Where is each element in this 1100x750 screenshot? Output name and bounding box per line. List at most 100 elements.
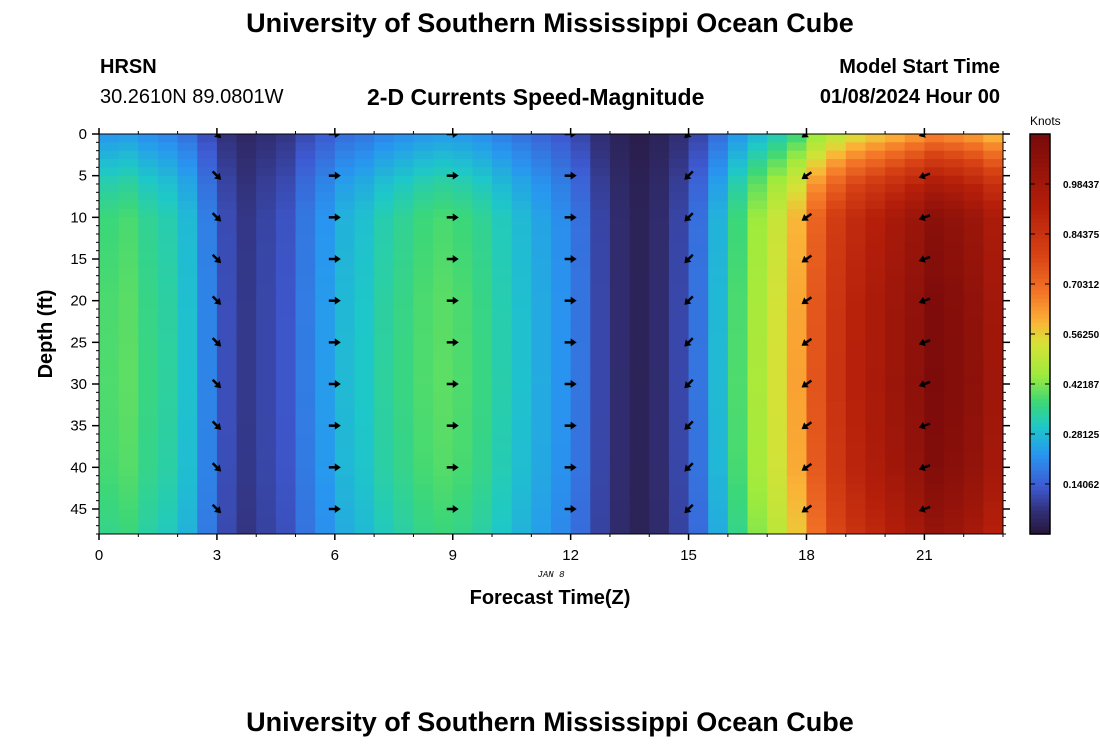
heatmap-cell bbox=[295, 475, 316, 485]
heatmap-cell bbox=[845, 250, 867, 260]
heatmap-cell bbox=[413, 450, 434, 460]
heatmap-cell bbox=[845, 184, 867, 193]
heatmap-cell bbox=[531, 134, 552, 143]
heatmap-cell bbox=[452, 450, 473, 460]
heatmap-cell bbox=[590, 509, 611, 518]
heatmap-cell bbox=[629, 317, 650, 327]
heatmap-cell bbox=[295, 309, 316, 318]
current-vector bbox=[801, 254, 813, 263]
heatmap-cell bbox=[551, 509, 572, 518]
heatmap-cell bbox=[452, 134, 473, 143]
heatmap-cell bbox=[924, 517, 945, 527]
heatmap-cell bbox=[727, 300, 749, 310]
heatmap-cell bbox=[551, 425, 572, 435]
heatmap-cell bbox=[295, 525, 316, 534]
heatmap-cell bbox=[236, 284, 257, 293]
heatmap-cell bbox=[767, 375, 788, 385]
heatmap-cell bbox=[511, 217, 532, 227]
heatmap-cell bbox=[885, 284, 906, 293]
heatmap-cell bbox=[492, 525, 513, 534]
heatmap-cell bbox=[138, 284, 159, 293]
heatmap-cell bbox=[806, 400, 827, 410]
heatmap-cell bbox=[786, 425, 808, 435]
heatmap-cell bbox=[472, 384, 493, 393]
heatmap-cell bbox=[865, 184, 886, 193]
heatmap-cell bbox=[885, 234, 906, 243]
heatmap-cell bbox=[472, 250, 493, 260]
heatmap-cell bbox=[727, 417, 749, 427]
current-vector bbox=[801, 134, 809, 138]
heatmap-cell bbox=[924, 409, 945, 418]
heatmap-cell bbox=[865, 409, 886, 418]
heatmap-cell bbox=[885, 400, 906, 410]
heatmap-cell bbox=[747, 350, 768, 360]
heatmap-cell bbox=[118, 242, 139, 252]
heatmap-cell bbox=[767, 192, 788, 202]
heatmap-cell bbox=[452, 234, 473, 243]
heatmap-cell bbox=[393, 309, 415, 318]
heatmap-cell bbox=[767, 475, 788, 485]
heatmap-cell bbox=[865, 459, 886, 468]
heatmap-cell bbox=[963, 475, 984, 485]
heatmap-cell bbox=[354, 375, 375, 385]
heatmap-cell bbox=[236, 159, 257, 168]
colorbar-segment bbox=[1030, 442, 1050, 447]
heatmap-cell bbox=[99, 217, 120, 227]
heatmap-cell bbox=[99, 267, 120, 277]
heatmap-cell bbox=[275, 525, 297, 534]
heatmap-cell bbox=[334, 184, 356, 193]
heatmap-cell bbox=[492, 484, 513, 493]
heatmap-cell bbox=[885, 467, 906, 477]
heatmap-cell bbox=[708, 217, 729, 227]
heatmap-cell bbox=[747, 309, 768, 318]
heatmap-cell bbox=[413, 225, 434, 235]
heatmap-cell bbox=[472, 309, 493, 318]
heatmap-cell bbox=[275, 184, 297, 193]
heatmap-cell bbox=[570, 300, 591, 310]
heatmap-cell bbox=[216, 409, 238, 418]
heatmap-cell bbox=[275, 342, 297, 352]
heatmap-cell bbox=[786, 250, 808, 260]
heatmap-cell bbox=[531, 425, 552, 435]
heatmap-cell bbox=[413, 200, 434, 210]
heatmap-cell bbox=[747, 425, 768, 435]
colorbar-segment bbox=[1030, 462, 1050, 467]
heatmap-cell bbox=[708, 200, 729, 210]
heatmap-cell bbox=[649, 250, 670, 260]
heatmap-cell bbox=[433, 359, 454, 368]
heatmap-cell bbox=[472, 209, 493, 218]
heatmap-cell bbox=[295, 217, 316, 227]
heatmap-cell bbox=[668, 325, 690, 335]
heatmap-cell bbox=[433, 375, 454, 385]
heatmap-cell bbox=[806, 250, 827, 260]
colorbar-segment bbox=[1030, 158, 1050, 163]
heatmap-cell bbox=[197, 209, 218, 218]
heatmap-cell bbox=[786, 200, 808, 210]
heatmap-cell bbox=[197, 367, 218, 377]
heatmap-cell bbox=[708, 409, 729, 418]
heatmap-cell bbox=[472, 159, 493, 168]
heatmap-cell bbox=[826, 342, 847, 352]
heatmap-cell bbox=[551, 367, 572, 377]
heatmap-cell bbox=[452, 525, 473, 534]
heatmap-cell bbox=[826, 134, 847, 143]
current-vector bbox=[564, 421, 577, 430]
heatmap-cell bbox=[668, 250, 690, 260]
heatmap-cell bbox=[904, 509, 925, 518]
heatmap-cell bbox=[629, 484, 650, 493]
heatmap-cell bbox=[157, 134, 179, 143]
heatmap-cell bbox=[767, 425, 788, 435]
heatmap-cell bbox=[511, 392, 532, 402]
heatmap-cell bbox=[256, 292, 277, 302]
heatmap-cell bbox=[492, 317, 513, 327]
colorbar-segment bbox=[1030, 174, 1050, 179]
heatmap-cell bbox=[924, 434, 945, 443]
heatmap-cell bbox=[570, 509, 591, 518]
heatmap-cell bbox=[551, 275, 572, 285]
heatmap-cell bbox=[275, 300, 297, 310]
heatmap-cell bbox=[354, 209, 375, 218]
heatmap-cell bbox=[433, 250, 454, 260]
heatmap-cell bbox=[315, 342, 336, 352]
heatmap-cell bbox=[433, 209, 454, 218]
heatmap-cell bbox=[767, 525, 788, 534]
